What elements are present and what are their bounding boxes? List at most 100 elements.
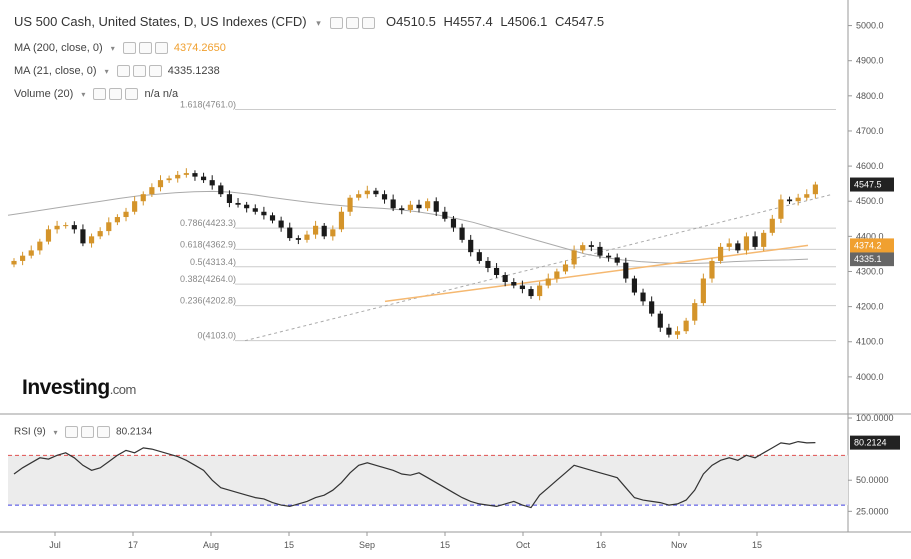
fib-level-label: 0.618(4362.9) bbox=[180, 239, 236, 249]
settings-box-icon[interactable] bbox=[138, 42, 152, 55]
price-tick-label: 4900.0 bbox=[856, 56, 884, 66]
candle-body bbox=[554, 271, 560, 279]
instrument-title: US 500 Cash, United States, D, US Indexe… bbox=[14, 14, 307, 29]
candle-body bbox=[287, 227, 293, 239]
settings-box-icon[interactable] bbox=[132, 65, 146, 78]
price-badge-label: 4335.1 bbox=[854, 254, 882, 264]
price-badge-close bbox=[850, 177, 894, 192]
visibility-box-icon[interactable] bbox=[116, 65, 130, 78]
candle-body bbox=[649, 301, 655, 314]
candle-body bbox=[80, 229, 86, 244]
close-box-icon[interactable] bbox=[362, 16, 376, 29]
candle-body bbox=[140, 194, 146, 202]
price-badge-label: 4374.2 bbox=[854, 240, 882, 250]
visibility-box-icon[interactable] bbox=[122, 42, 136, 55]
rsi-tick-label: 25.0000 bbox=[856, 506, 889, 516]
volume-legend: Volume (20) ▾ n/a n/a bbox=[14, 88, 179, 101]
fib-level-label: 0.382(4264.0) bbox=[180, 274, 236, 284]
close-box-icon[interactable] bbox=[125, 88, 139, 101]
ma200-line bbox=[384, 244, 809, 303]
candle-body bbox=[20, 255, 26, 261]
rsi-line bbox=[13, 440, 816, 509]
candle-body bbox=[45, 229, 52, 242]
candle-body bbox=[399, 208, 405, 210]
time-tick-label: 17 bbox=[128, 540, 138, 550]
instrument-header: US 500 Cash, United States, D, US Indexe… bbox=[14, 14, 604, 29]
candle-body bbox=[347, 197, 353, 212]
ma200-value: 4374.2650 bbox=[173, 42, 226, 54]
candle-body bbox=[235, 202, 241, 205]
candle-body bbox=[330, 229, 336, 237]
fib-level-label: 0(4103.0) bbox=[197, 331, 236, 341]
candle-body bbox=[183, 173, 189, 175]
visibility-box-icon[interactable] bbox=[65, 426, 79, 438]
chevron-down-icon[interactable]: ▾ bbox=[53, 427, 58, 437]
candle-body bbox=[709, 260, 715, 279]
candle-body bbox=[718, 246, 724, 261]
fib-level-label: 0.786(4423.3) bbox=[180, 218, 236, 228]
settings-box-icon[interactable] bbox=[81, 426, 95, 438]
ma21-value: 4335.1238 bbox=[167, 65, 220, 77]
price-axis: 5000.0 4900.0 4800.0 4700.0 4600.0 4500.0 4400… bbox=[848, 21, 894, 382]
candle-body bbox=[537, 285, 543, 297]
time-tick-label: Sep bbox=[359, 540, 375, 550]
candle-body bbox=[735, 243, 741, 251]
candle-body bbox=[390, 199, 396, 209]
settings-box-icon[interactable] bbox=[346, 16, 360, 29]
rsi-value: 80.2134 bbox=[116, 426, 153, 438]
logo-main: Investing bbox=[22, 376, 110, 399]
time-tick-label: 15 bbox=[284, 540, 294, 550]
candle-body bbox=[743, 236, 750, 251]
rsi-badge bbox=[850, 435, 900, 450]
candle-body bbox=[157, 180, 164, 188]
rsi-badge-label: 80.2124 bbox=[854, 438, 887, 448]
candle-body bbox=[338, 211, 345, 230]
candle-body bbox=[252, 208, 258, 212]
candle-body bbox=[700, 278, 706, 304]
rsi-panel: 100.0000 50.0000 25.0000 80.2124 bbox=[8, 413, 900, 516]
time-tick-label: Aug bbox=[203, 540, 219, 550]
candle-body bbox=[692, 303, 698, 321]
close-box-icon[interactable] bbox=[97, 426, 111, 438]
candle-body bbox=[192, 173, 198, 177]
visibility-box-icon[interactable] bbox=[330, 16, 344, 29]
price-tick-label: 4700.0 bbox=[856, 126, 884, 136]
visibility-box-icon[interactable] bbox=[93, 88, 107, 101]
chevron-down-icon[interactable]: ▾ bbox=[316, 18, 321, 28]
candle-body bbox=[605, 255, 612, 258]
candle-body bbox=[812, 184, 818, 195]
candle-body bbox=[795, 197, 801, 202]
fibonacci-levels: 1.618(4761.0) 0.786(4423.3) 0.618(4362.9) 0… bbox=[180, 100, 836, 342]
price-badge-ma21 bbox=[850, 252, 894, 267]
candle-body bbox=[623, 262, 629, 279]
fib-level-label: 1.618(4761.0) bbox=[180, 100, 236, 110]
candle-body bbox=[278, 220, 284, 228]
candle-body bbox=[132, 201, 138, 212]
candle-body bbox=[588, 245, 594, 247]
candle-body bbox=[571, 250, 577, 265]
candle-body bbox=[269, 215, 276, 221]
chevron-down-icon[interactable]: ▾ bbox=[104, 67, 109, 76]
candle-body bbox=[545, 278, 551, 286]
time-tick-label: 15 bbox=[440, 540, 450, 550]
candle-body bbox=[175, 174, 181, 179]
chevron-down-icon[interactable]: ▾ bbox=[110, 44, 115, 53]
close-box-icon[interactable] bbox=[148, 65, 162, 78]
candle-body bbox=[304, 234, 310, 240]
fib-level-label: 0.5(4313.4) bbox=[190, 257, 236, 267]
candle-body bbox=[226, 194, 233, 203]
candle-body bbox=[450, 218, 457, 228]
candle-body bbox=[261, 211, 267, 216]
volume-value: n/a n/a bbox=[144, 88, 179, 100]
candle-body bbox=[468, 239, 474, 253]
candle-body bbox=[761, 232, 767, 247]
close-box-icon[interactable] bbox=[154, 42, 168, 55]
volume-label: Volume (20) bbox=[14, 88, 74, 100]
candle-body bbox=[97, 231, 103, 237]
chevron-down-icon[interactable]: ▾ bbox=[81, 90, 86, 99]
candle-body bbox=[614, 257, 620, 263]
grid bbox=[0, 0, 911, 533]
candle-body bbox=[54, 225, 60, 230]
settings-box-icon[interactable] bbox=[109, 88, 123, 101]
